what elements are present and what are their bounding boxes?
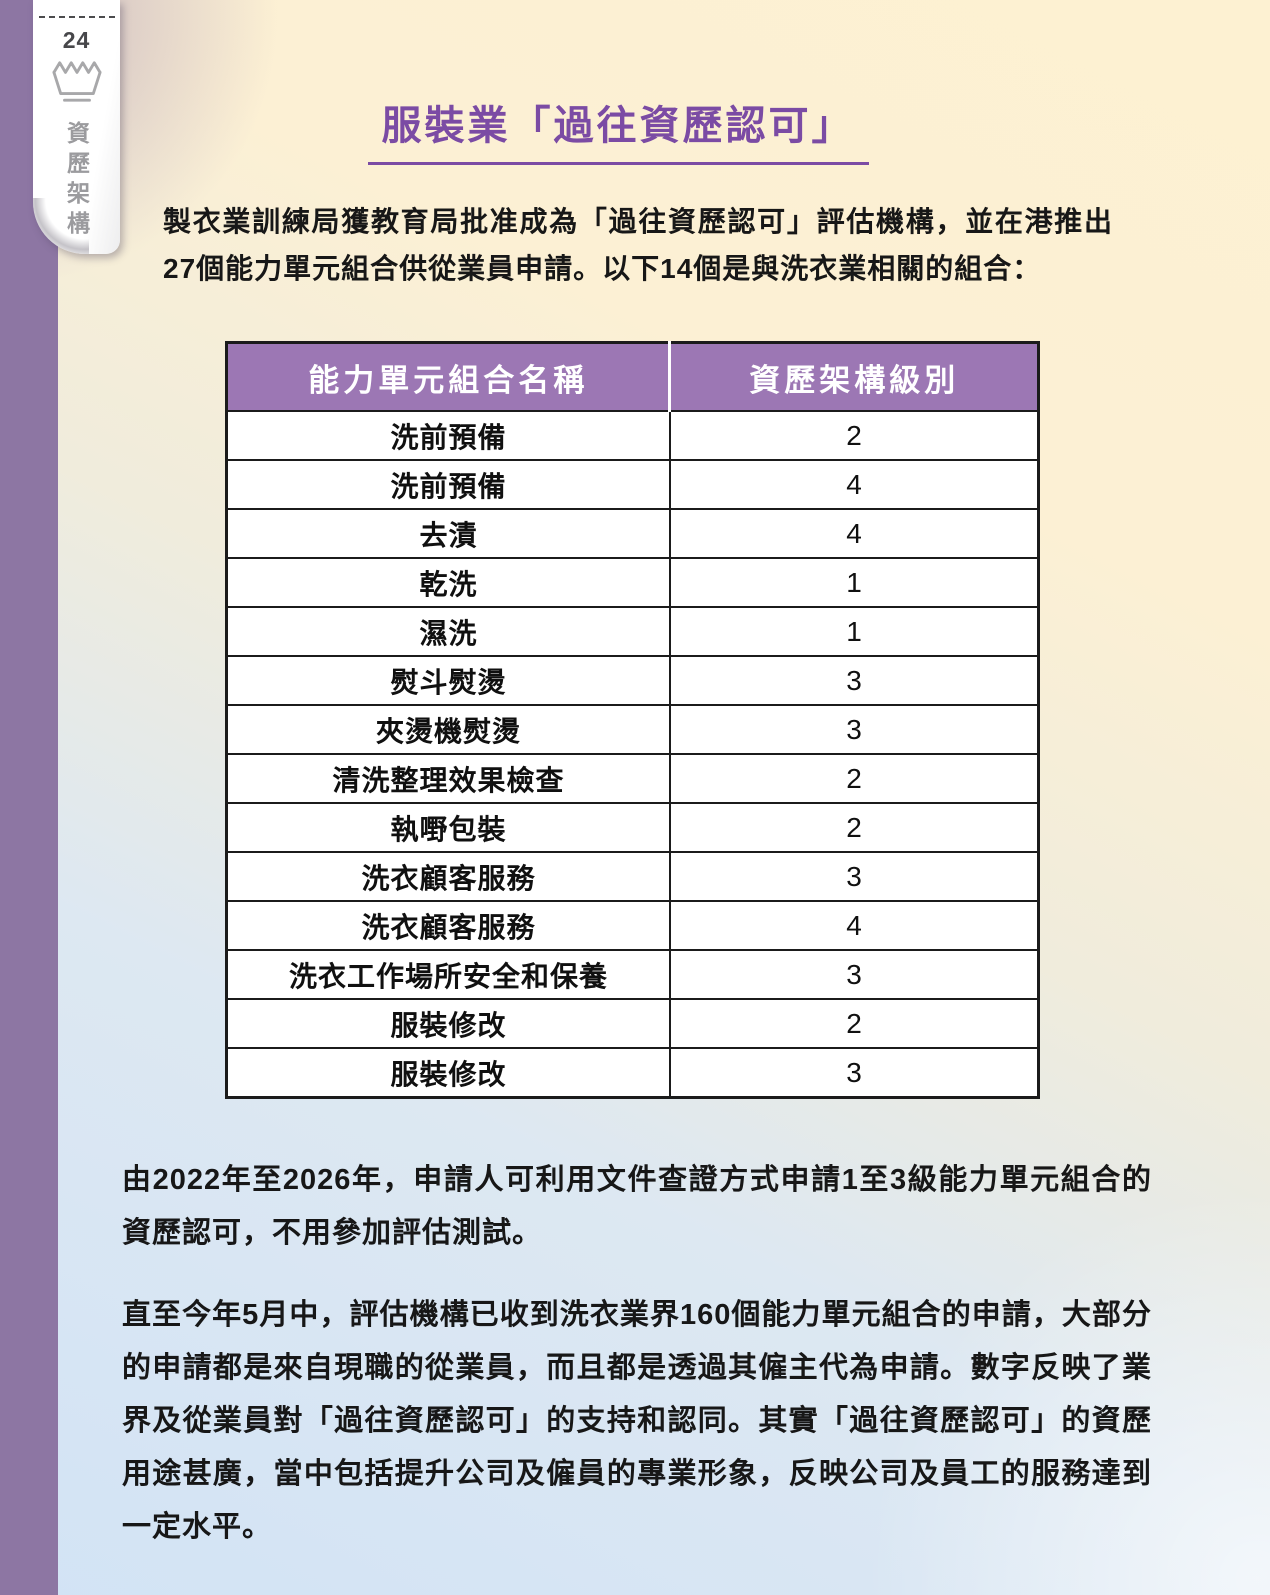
table-row: 去漬 4 bbox=[226, 508, 1039, 558]
wash-tub-icon bbox=[33, 58, 120, 111]
cell-cluster-name: 濕洗 bbox=[226, 606, 670, 656]
table-row: 夾燙機熨燙 3 bbox=[226, 704, 1039, 754]
title-row: 服裝業「過往資歷認可」 bbox=[0, 0, 1236, 165]
cell-cluster-name: 洗前預備 bbox=[226, 459, 670, 509]
cell-qf-level: 3 bbox=[668, 704, 1039, 754]
table-row: 熨斗熨燙 3 bbox=[226, 655, 1039, 705]
page-title: 服裝業「過往資歷認可」 bbox=[367, 93, 869, 165]
table-row: 洗衣顧客服務 3 bbox=[226, 851, 1039, 901]
cell-qf-level: 2 bbox=[668, 410, 1039, 460]
cell-qf-level: 2 bbox=[668, 802, 1039, 852]
cell-qf-level: 1 bbox=[668, 606, 1039, 656]
cell-cluster-name: 服裝修改 bbox=[226, 998, 670, 1048]
table-row: 洗衣工作場所安全和保養 3 bbox=[226, 949, 1039, 999]
cell-qf-level: 2 bbox=[668, 998, 1039, 1048]
cell-cluster-name: 夾燙機熨燙 bbox=[226, 704, 670, 754]
cell-qf-level: 3 bbox=[668, 655, 1039, 705]
cell-cluster-name: 洗前預備 bbox=[226, 410, 670, 460]
table-row: 洗前預備 4 bbox=[226, 459, 1039, 509]
cell-cluster-name: 清洗整理效果檢查 bbox=[226, 753, 670, 803]
cell-cluster-name: 洗衣顧客服務 bbox=[226, 900, 670, 950]
table-row: 洗衣顧客服務 4 bbox=[226, 900, 1039, 950]
cell-qf-level: 3 bbox=[668, 1047, 1039, 1098]
table-row: 乾洗 1 bbox=[226, 557, 1039, 607]
column-header-qf-level: 資歷架構級別 bbox=[668, 342, 1039, 411]
table-body: 洗前預備 2 洗前預備 4 去漬 4 乾洗 1 濕洗 1 熨斗熨燙 3 夾燙機熨燙 3 清洗整理效果檢查 2 執… bbox=[226, 410, 1039, 1098]
cell-cluster-name: 服裝修改 bbox=[226, 1047, 670, 1098]
cell-qf-level: 4 bbox=[668, 508, 1039, 558]
cell-cluster-name: 乾洗 bbox=[226, 557, 670, 607]
table-row: 濕洗 1 bbox=[226, 606, 1039, 656]
paragraph-application-period: 由2022年至2026年，申請人可利用文件查證方式申請1至3級能力單元組合的資歷… bbox=[122, 1164, 1152, 1249]
table-row: 服裝修改 3 bbox=[226, 1047, 1039, 1098]
cell-cluster-name: 去漬 bbox=[226, 508, 670, 558]
table-header-row: 能力單元組合名稱 資歷架構級別 bbox=[226, 342, 1039, 411]
cell-qf-level: 4 bbox=[668, 900, 1039, 950]
cell-qf-level: 3 bbox=[668, 949, 1039, 999]
cell-cluster-name: 執嘢包裝 bbox=[226, 802, 670, 852]
cell-qf-level: 3 bbox=[668, 851, 1039, 901]
intro-paragraph: 製衣業訓練局獲教育局批准成為「過往資歷認可」評估機構，並在港推出27個能力單元組… bbox=[163, 206, 1113, 284]
table-row: 服裝修改 2 bbox=[226, 998, 1039, 1048]
cell-qf-level: 1 bbox=[668, 557, 1039, 607]
table-row: 清洗整理效果檢查 2 bbox=[226, 753, 1039, 803]
page-number: 24 bbox=[62, 27, 91, 53]
left-margin-strip bbox=[0, 0, 58, 1595]
cell-qf-level: 4 bbox=[668, 459, 1039, 509]
table-row: 執嘢包裝 2 bbox=[226, 802, 1039, 852]
page-bookmark-tab: 24 資歷架構 bbox=[33, 0, 120, 254]
perforation-line bbox=[38, 16, 115, 18]
table-row: 洗前預備 2 bbox=[226, 410, 1039, 460]
cell-cluster-name: 洗衣工作場所安全和保養 bbox=[226, 949, 670, 999]
paragraph-applications-received: 直至今年5月中，評估機構已收到洗衣業界160個能力單元組合的申請，大部分的申請都… bbox=[122, 1299, 1152, 1543]
cell-qf-level: 2 bbox=[668, 753, 1039, 803]
cell-cluster-name: 熨斗熨燙 bbox=[226, 655, 670, 705]
column-header-cluster-name: 能力單元組合名稱 bbox=[226, 342, 670, 411]
rpl-clusters-table: 能力單元組合名稱 資歷架構級別 洗前預備 2 洗前預備 4 去漬 4 乾洗 1 濕洗 1 熨斗熨燙 3… bbox=[225, 341, 1040, 1099]
cell-cluster-name: 洗衣顧客服務 bbox=[226, 851, 670, 901]
table-header: 能力單元組合名稱 資歷架構級別 bbox=[226, 342, 1039, 411]
